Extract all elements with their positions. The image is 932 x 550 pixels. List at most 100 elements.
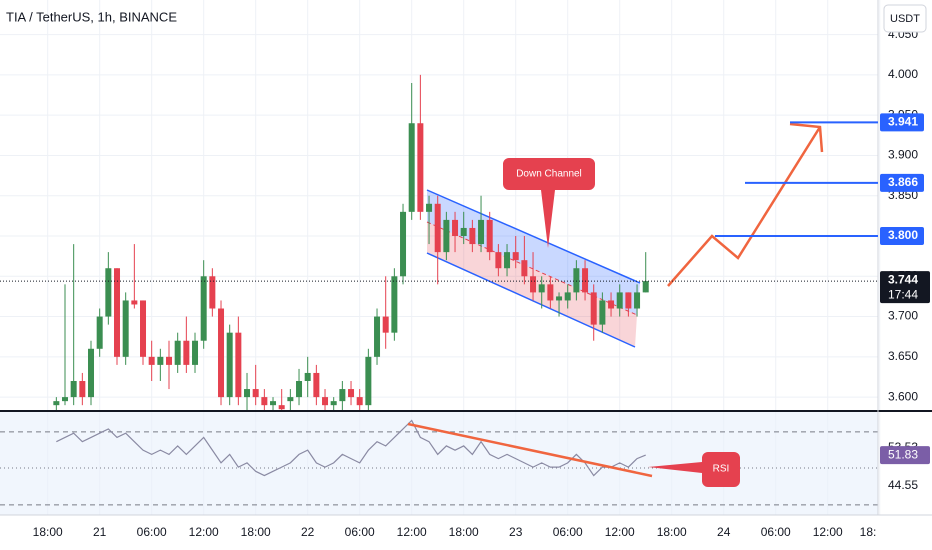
candles [53,74,649,410]
level-label: 3.800 [888,228,918,242]
candle-body [374,316,381,357]
candle-body [616,292,623,309]
x-tick-label: 12:00 [189,525,219,539]
y-tick-label: 3.600 [888,389,918,403]
candle-body [96,316,103,349]
candle-body [209,276,216,309]
candle-body [114,268,121,357]
currency-button[interactable] [883,4,927,33]
candle-body [495,252,502,269]
x-tick-label: 24 [717,525,731,539]
x-tick-label: 18:00 [657,525,687,539]
candle-body [330,401,337,406]
x-tick-label: 21 [93,525,107,539]
candle-body [244,389,251,398]
candle-body [200,276,207,341]
candle-body [62,397,69,402]
candle-body [122,300,129,357]
callout-text: Down Channel [516,169,582,180]
candle-body [166,356,173,365]
x-tick-label: 12:00 [397,525,427,539]
symbol-title: TIA / TetherUS, 1h, BINANCE [6,9,177,24]
last-price-box [880,271,930,304]
rsi-tick-label: 44.55 [888,478,918,492]
candle-body [417,123,424,212]
projection-arrow [667,126,822,287]
last-time-label: 17:44 [888,287,918,301]
currency-label[interactable]: USDT [890,13,920,25]
candle-body [53,401,60,406]
candle-body [148,356,155,365]
x-tick-label: 06:00 [345,525,375,539]
rsi-trendline [407,422,653,478]
candle-body [434,203,441,253]
down-channel-callout: Down Channel [503,158,595,248]
candle-body [226,332,233,398]
y-tick-label: 4.000 [888,67,918,81]
candle-body [512,252,519,261]
level-box [880,173,924,192]
candle-body [157,356,164,365]
candle-body [287,397,294,402]
x-tick-label: 06:00 [761,525,791,539]
y-tick-label: 3.650 [888,349,918,363]
candle-body [296,381,303,398]
candle-body [426,203,433,212]
level-box [880,113,924,132]
level-box [880,227,924,246]
rsi-callout: RSI [648,452,740,487]
candle-body [348,389,355,398]
candle-body [564,292,571,301]
candle-body [573,268,580,293]
candle-body [590,292,597,325]
rsi-background [0,412,878,515]
candle-body [140,300,147,357]
candle-body [478,219,485,245]
candle-body [642,281,649,293]
candle-body [252,389,259,398]
candle-body [174,340,181,365]
candle-body [408,123,415,212]
candle-body [339,389,346,402]
candle-body [304,372,311,382]
candle-body [183,340,190,365]
x-tick-label: 18:00 [241,525,271,539]
candle-body [313,372,320,398]
candle-body [460,227,467,237]
candle-body [356,397,363,406]
x-tick-label: 18: [860,525,877,539]
x-tick-label: 22 [301,525,315,539]
candle-body [382,316,389,333]
candle-body [599,300,606,325]
x-tick-label: 18:00 [33,525,63,539]
last-price-label: 3.744 [888,272,918,286]
candle-body [582,268,589,293]
candle-body [538,284,545,293]
candle-body [192,340,199,365]
candle-body [556,296,563,301]
candle-body [608,300,615,309]
y-tick-label: 3.700 [888,309,918,323]
x-tick-label: 12:00 [813,525,843,539]
candle-body [70,381,77,398]
rsi-last-label: 51.83 [888,447,918,461]
x-tick-label: 06:00 [137,525,167,539]
candle-body [452,219,459,237]
candle-body [400,211,407,277]
level-label: 3.866 [888,175,918,189]
x-tick-label: 06:00 [553,525,583,539]
candle-body [218,308,225,398]
candle-body [443,219,450,253]
rsi-pane [0,419,878,506]
arrow-head [789,122,824,153]
candle-body [105,268,112,317]
candle-body [322,397,329,406]
candle-body [131,300,138,305]
candle-body [88,348,95,398]
rsi-line [56,419,646,477]
y-tick-label: 3.900 [888,148,918,162]
candle-body [469,227,476,245]
candle-body [625,292,632,309]
rsi-last-box [880,446,930,465]
